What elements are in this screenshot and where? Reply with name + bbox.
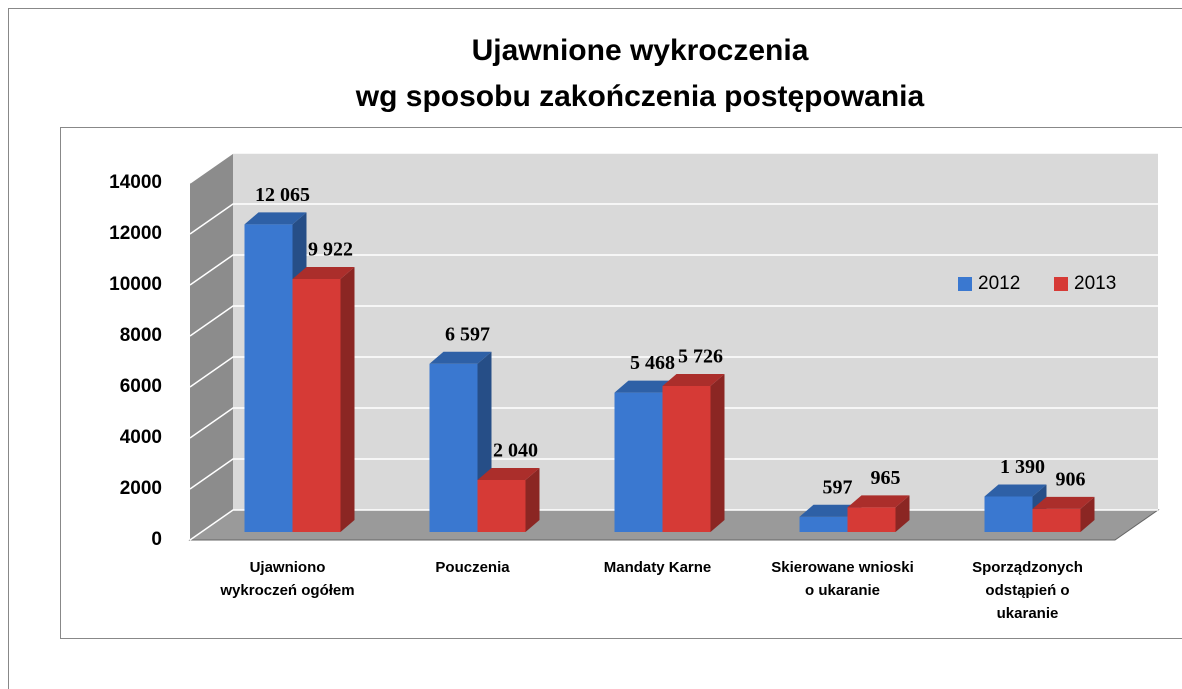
value-label: 9 922 <box>308 239 353 261</box>
grid-line <box>189 203 1158 235</box>
y-tick-label: 14000 <box>109 172 162 193</box>
bar <box>1032 496 1095 532</box>
legend-label: 2013 <box>1074 273 1116 294</box>
x-tick-label: Skierowane wnioski o ukaranie <box>771 559 914 599</box>
bar <box>292 266 355 532</box>
grid-line <box>189 152 1158 184</box>
value-label: 5 468 <box>630 352 675 374</box>
bar-front <box>847 507 896 532</box>
x-tick-label: Pouczenia <box>435 559 510 576</box>
x-tick-label: Mandaty Karne <box>603 559 712 576</box>
value-label: 965 <box>871 467 901 489</box>
bar-top <box>477 467 540 480</box>
bar-front <box>799 516 848 532</box>
bar-front <box>429 363 478 532</box>
y-tick-label: 6000 <box>120 376 162 397</box>
value-label: 2 040 <box>493 440 538 462</box>
y-tick-label: 8000 <box>120 325 162 346</box>
legend-label: 2012 <box>978 273 1020 294</box>
bar-front <box>244 224 293 532</box>
bar-side <box>710 373 725 532</box>
bar-front <box>1032 508 1081 532</box>
bar-top <box>244 212 307 225</box>
bar-top <box>847 495 910 508</box>
bar-top <box>662 373 725 386</box>
y-tick-label: 10000 <box>109 274 162 295</box>
bar-front <box>477 479 526 532</box>
bar <box>847 495 910 532</box>
y-tick-label: 2000 <box>120 478 162 499</box>
bar-front <box>984 496 1033 532</box>
bar-top <box>799 504 862 517</box>
x-tick-label: Ujawniono wykroczeń ogółem <box>220 559 355 599</box>
bar-side <box>1080 496 1095 532</box>
bar-front <box>292 278 341 532</box>
value-label: 12 065 <box>255 184 310 206</box>
bar-top <box>1032 496 1095 509</box>
bar <box>799 504 862 532</box>
grid-line <box>189 254 1158 286</box>
grid-line <box>189 305 1158 337</box>
bar-side <box>340 266 355 532</box>
grid-line <box>189 356 1158 388</box>
value-label: 5 726 <box>678 346 723 368</box>
y-tick-label: 12000 <box>109 223 162 244</box>
value-label: 597 <box>823 476 853 498</box>
bar-top <box>292 266 355 279</box>
grid-line <box>189 458 1158 490</box>
bar <box>662 373 725 532</box>
chart-title: Ujawnione wykroczenia <box>472 34 809 67</box>
x-tick-label: Sporządzonych odstąpień o ukaranie <box>972 559 1083 622</box>
side-wall <box>190 153 233 540</box>
bar-front <box>614 392 663 532</box>
legend-swatch <box>1054 277 1068 291</box>
bar-top <box>614 380 677 393</box>
bar-side <box>895 495 910 532</box>
bar <box>477 467 540 532</box>
chart-title: wg sposobu zakończenia postępowania <box>355 80 925 113</box>
value-label: 906 <box>1056 468 1086 490</box>
bar-top <box>429 351 492 364</box>
plot-frame <box>60 127 1182 639</box>
value-label: 1 390 <box>1000 456 1045 478</box>
value-label: 6 597 <box>445 323 490 345</box>
y-tick-label: 4000 <box>120 427 162 448</box>
chart-frame <box>8 8 1182 689</box>
grid-line <box>189 407 1158 439</box>
bar-top <box>984 484 1047 497</box>
bar-front <box>662 385 711 532</box>
y-tick-label: 0 <box>151 529 162 550</box>
legend-swatch <box>958 277 972 291</box>
bar-side <box>525 467 540 532</box>
